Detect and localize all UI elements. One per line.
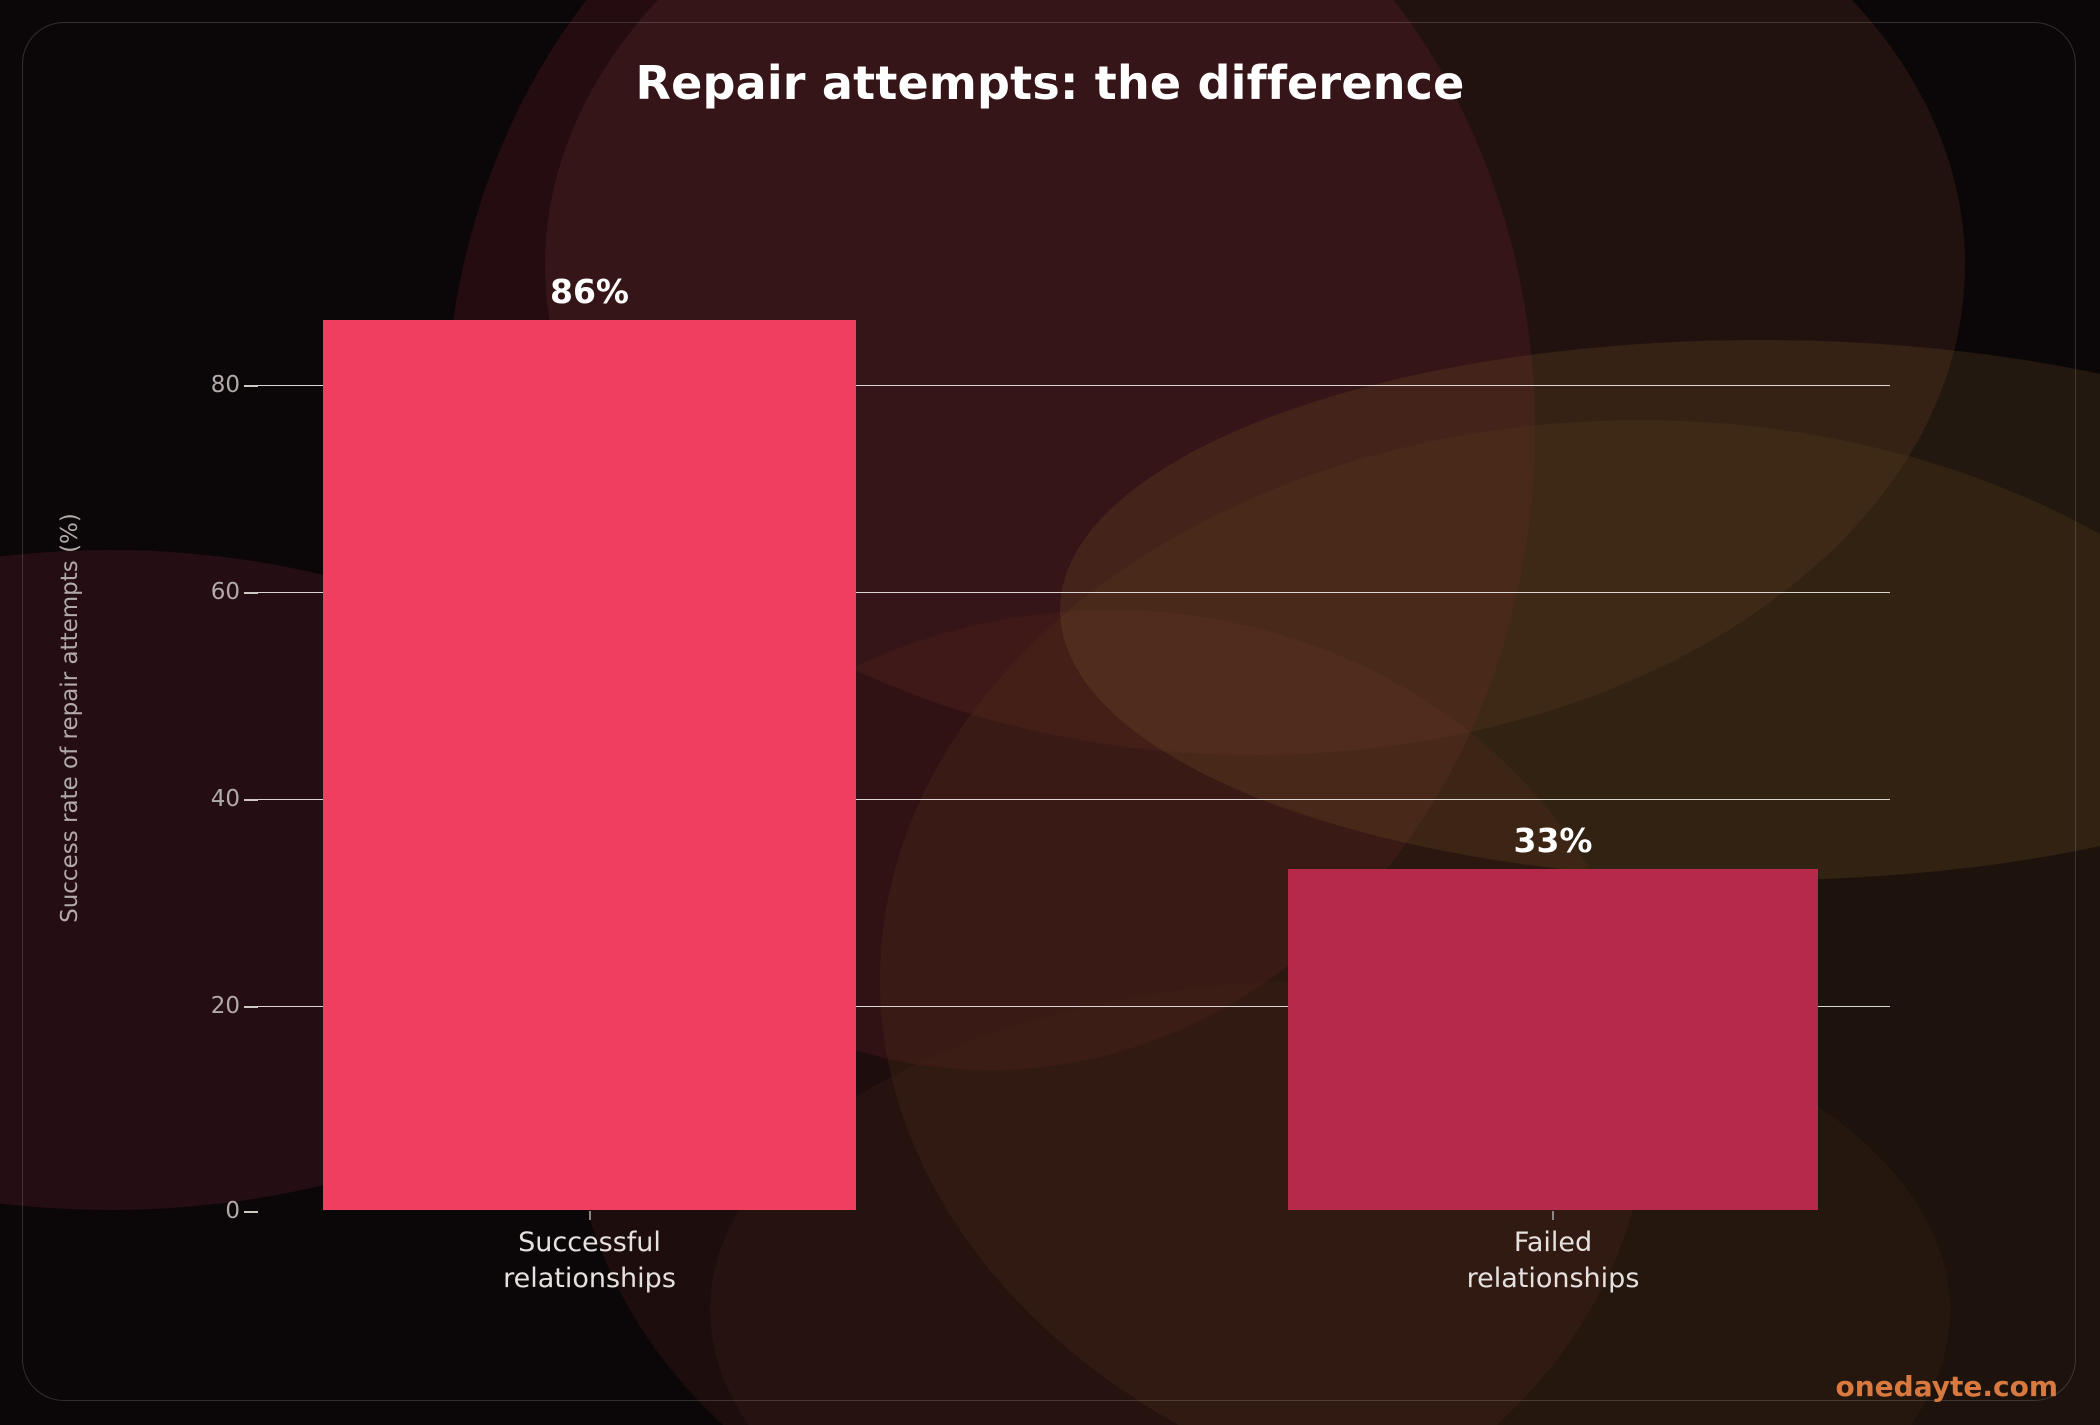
watermark-onedayte[interactable]: onedayte.com [1835, 1370, 2058, 1403]
bar-successful-relationships[interactable] [323, 320, 856, 1210]
y-tick-label-20: 20 [210, 993, 240, 1019]
gridline-40 [258, 799, 1890, 801]
gridline-20 [258, 1006, 1890, 1008]
y-axis-title: Success rate of repair attempts (%) [57, 513, 83, 923]
gridline-60 [258, 592, 1890, 594]
x-category-label-1: Successful relationships [323, 1225, 856, 1296]
y-tick-label-40: 40 [210, 786, 240, 812]
tick-dash-80 [244, 385, 258, 387]
bar-failed-relationships[interactable] [1288, 869, 1818, 1210]
x-category-label-2-line1: Failed [1513, 1227, 1593, 1258]
y-tick-label-0: 0 [225, 1198, 240, 1224]
gridline-80 [258, 385, 1890, 387]
y-tick-label-80: 80 [210, 372, 240, 398]
x-category-label-1-line2: relationships [503, 1262, 676, 1294]
tick-dash-0 [244, 1211, 258, 1213]
y-tick-label-60: 60 [210, 579, 240, 605]
bar-value-label-2: 33% [1513, 821, 1593, 860]
page-title: Repair attempts: the difference [635, 56, 1465, 110]
tick-dash-20 [244, 1006, 258, 1008]
tick-dash-60 [244, 592, 258, 594]
tick-dash-40 [244, 799, 258, 801]
x-tick-2 [1552, 1211, 1554, 1220]
x-category-label-1-line1: Successful [518, 1227, 661, 1258]
x-tick-1 [589, 1211, 591, 1220]
x-category-label-2-line2: relationships [1466, 1262, 1640, 1294]
x-category-label-2: Failed relationships [1288, 1225, 1818, 1296]
bar-value-label-1: 86% [550, 272, 629, 311]
